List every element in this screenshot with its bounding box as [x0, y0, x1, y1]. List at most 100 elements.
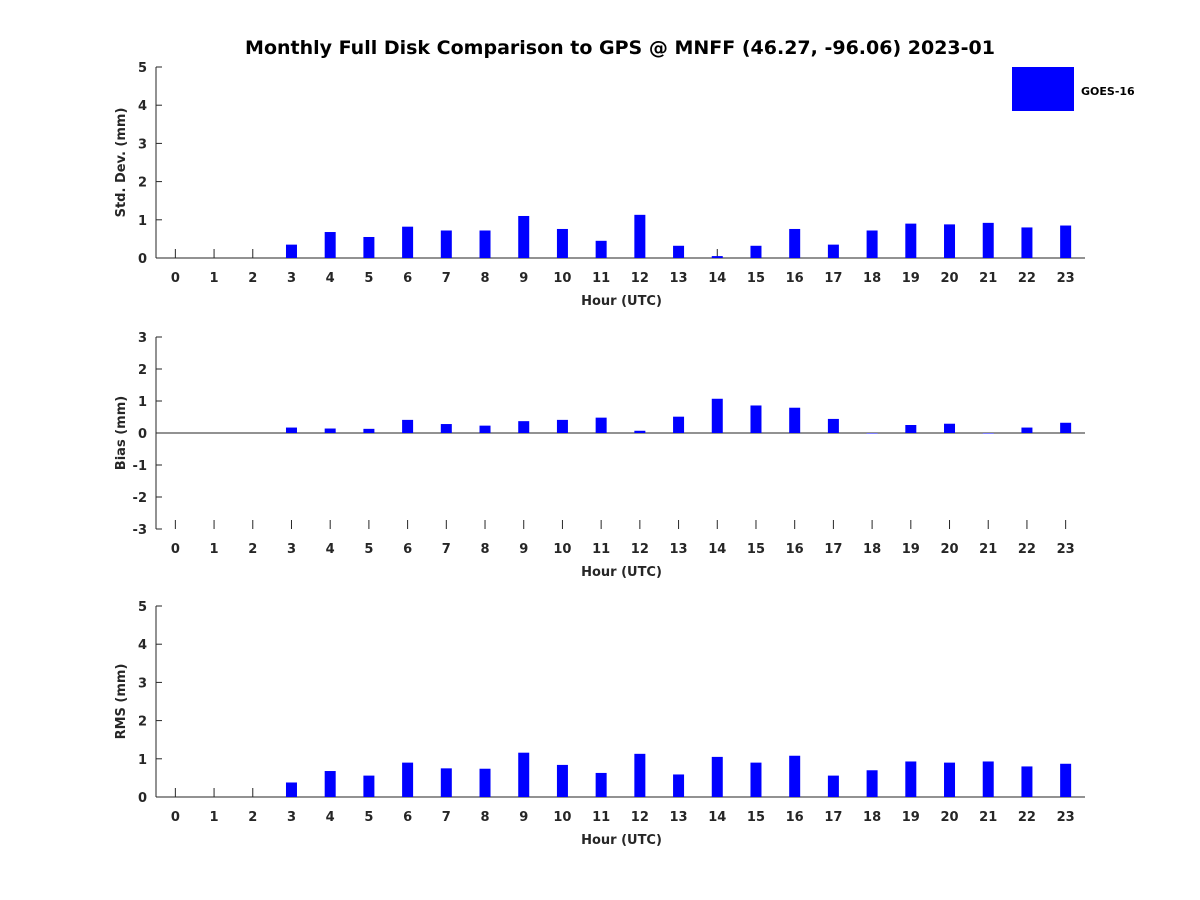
bar-hour-6	[402, 762, 414, 797]
bar-hour-20	[944, 762, 956, 797]
x-tick-label: 13	[670, 542, 688, 557]
bar-hour-19	[905, 761, 917, 797]
x-tick-label: 9	[519, 810, 528, 825]
x-tick-label: 23	[1057, 271, 1075, 286]
y-tick-label: 0	[138, 252, 147, 267]
legend-label-goes-16: GOES-16	[1081, 85, 1135, 98]
chart-title: Monthly Full Disk Comparison to GPS @ MN…	[245, 37, 995, 59]
x-tick-label: 13	[670, 271, 688, 286]
x-tick-label: 5	[364, 542, 373, 557]
bar-hour-10	[556, 419, 568, 433]
y-tick-label: 2	[138, 176, 147, 191]
y-tick-label: 1	[138, 753, 147, 768]
bar-hour-15	[750, 762, 762, 797]
bar-hour-10	[556, 764, 568, 797]
bar-hour-8	[479, 230, 491, 258]
x-axis-label: Hour (UTC)	[581, 833, 662, 848]
bar-hour-17	[827, 418, 839, 433]
bar-hour-3	[285, 782, 297, 797]
bar-hour-13	[673, 774, 685, 797]
x-tick-label: 16	[786, 810, 804, 825]
y-tick-label: 5	[138, 600, 147, 615]
bar-hour-9	[518, 421, 530, 433]
x-tick-label: 4	[326, 271, 335, 286]
x-tick-label: 15	[747, 542, 765, 557]
x-axis-label: Hour (UTC)	[581, 565, 662, 580]
bar-hour-6	[402, 419, 414, 433]
x-tick-label: 19	[902, 542, 920, 557]
bar-hour-9	[518, 215, 530, 258]
bar-hour-16	[789, 755, 801, 797]
x-tick-label: 8	[480, 810, 489, 825]
bar-hour-7	[440, 424, 452, 433]
bar-hour-7	[440, 230, 452, 258]
x-tick-label: 18	[863, 542, 881, 557]
x-tick-label: 2	[248, 271, 257, 286]
x-tick-label: 3	[287, 271, 296, 286]
x-tick-label: 19	[902, 810, 920, 825]
bar-hour-12	[634, 430, 646, 433]
x-tick-label: 18	[863, 271, 881, 286]
y-tick-label: 1	[138, 214, 147, 229]
x-tick-label: 22	[1018, 271, 1036, 286]
bar-hour-19	[905, 223, 917, 258]
x-tick-label: 3	[287, 542, 296, 557]
y-tick-label: 0	[138, 791, 147, 806]
x-tick-label: 7	[442, 810, 451, 825]
bar-hour-15	[750, 245, 762, 258]
bar-hour-16	[789, 228, 801, 258]
x-tick-label: 9	[519, 271, 528, 286]
bar-hour-3	[285, 244, 297, 258]
bar-hour-18	[866, 433, 878, 434]
bar-hour-18	[866, 770, 878, 797]
y-tick-label: 3	[138, 676, 147, 691]
x-tick-label: 4	[326, 810, 335, 825]
x-tick-label: 8	[480, 542, 489, 557]
y-tick-label: -1	[133, 459, 147, 474]
x-tick-label: 21	[979, 810, 997, 825]
bar-hour-4	[324, 428, 336, 433]
bar-hour-21	[982, 433, 994, 434]
x-tick-label: 6	[403, 542, 412, 557]
bar-hour-20	[944, 423, 956, 433]
bar-hour-17	[827, 775, 839, 797]
bar-hour-23	[1060, 225, 1072, 258]
bar-hour-9	[518, 752, 530, 797]
x-tick-label: 10	[553, 810, 571, 825]
x-tick-label: 7	[442, 271, 451, 286]
bar-hour-19	[905, 425, 917, 433]
x-tick-label: 9	[519, 542, 528, 557]
x-tick-label: 23	[1057, 542, 1075, 557]
x-tick-label: 10	[553, 542, 571, 557]
x-axis-label: Hour (UTC)	[581, 294, 662, 309]
x-tick-label: 12	[631, 271, 649, 286]
bar-hour-5	[363, 775, 375, 797]
bar-hour-16	[789, 407, 801, 433]
x-tick-label: 6	[403, 271, 412, 286]
x-tick-label: 15	[747, 810, 765, 825]
x-tick-label: 15	[747, 271, 765, 286]
y-axis-label: Bias (mm)	[114, 396, 129, 470]
bar-hour-5	[363, 236, 375, 258]
bar-hour-21	[982, 761, 994, 797]
x-tick-label: 6	[403, 810, 412, 825]
bar-hour-10	[556, 228, 568, 258]
x-tick-label: 0	[171, 542, 180, 557]
bar-hour-11	[595, 417, 607, 433]
bar-hour-14	[711, 756, 723, 797]
bar-hour-8	[479, 768, 491, 797]
bar-hour-17	[827, 244, 839, 258]
bar-hour-22	[1021, 766, 1033, 797]
x-tick-label: 4	[326, 542, 335, 557]
y-tick-label: 0	[138, 427, 147, 442]
x-tick-label: 18	[863, 810, 881, 825]
y-tick-label: -3	[133, 523, 147, 538]
x-tick-label: 1	[210, 810, 219, 825]
x-tick-label: 0	[171, 810, 180, 825]
bar-hour-14	[711, 398, 723, 433]
bar-hour-23	[1060, 763, 1072, 797]
y-tick-label: 3	[138, 137, 147, 152]
bar-hour-13	[673, 245, 685, 258]
